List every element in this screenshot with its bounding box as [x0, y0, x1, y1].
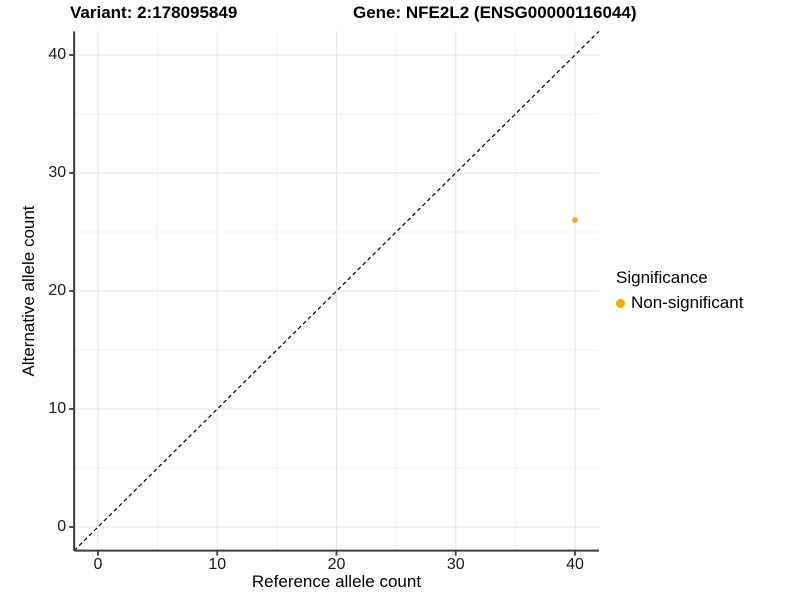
x-tick-label: 0: [94, 556, 103, 573]
plot-title-variant: Variant: 2:178095849: [70, 3, 238, 22]
y-tick-label: 30: [48, 164, 66, 181]
legend-title: Significance: [616, 268, 708, 287]
legend: Significance Non-significant: [616, 268, 743, 313]
plot-title-gene: Gene: NFE2L2 (ENSG00000116044): [353, 3, 637, 22]
y-tick-label: 20: [48, 282, 66, 299]
y-axis-title: Alternative allele count: [19, 205, 38, 376]
y-tick-label: 40: [48, 46, 66, 63]
x-tick-label: 20: [328, 556, 346, 573]
x-axis-title: Reference allele count: [252, 572, 421, 591]
legend-item-label: Non-significant: [631, 293, 744, 312]
data-point: [572, 217, 578, 223]
x-tick-label: 30: [447, 556, 465, 573]
x-tick-label: 10: [208, 556, 226, 573]
y-tick-label: 10: [48, 400, 66, 417]
x-tick-label: 40: [566, 556, 584, 573]
legend-point-icon: [616, 298, 625, 308]
y-tick-label: 0: [57, 518, 66, 535]
legend-item: Non-significant: [616, 293, 743, 313]
